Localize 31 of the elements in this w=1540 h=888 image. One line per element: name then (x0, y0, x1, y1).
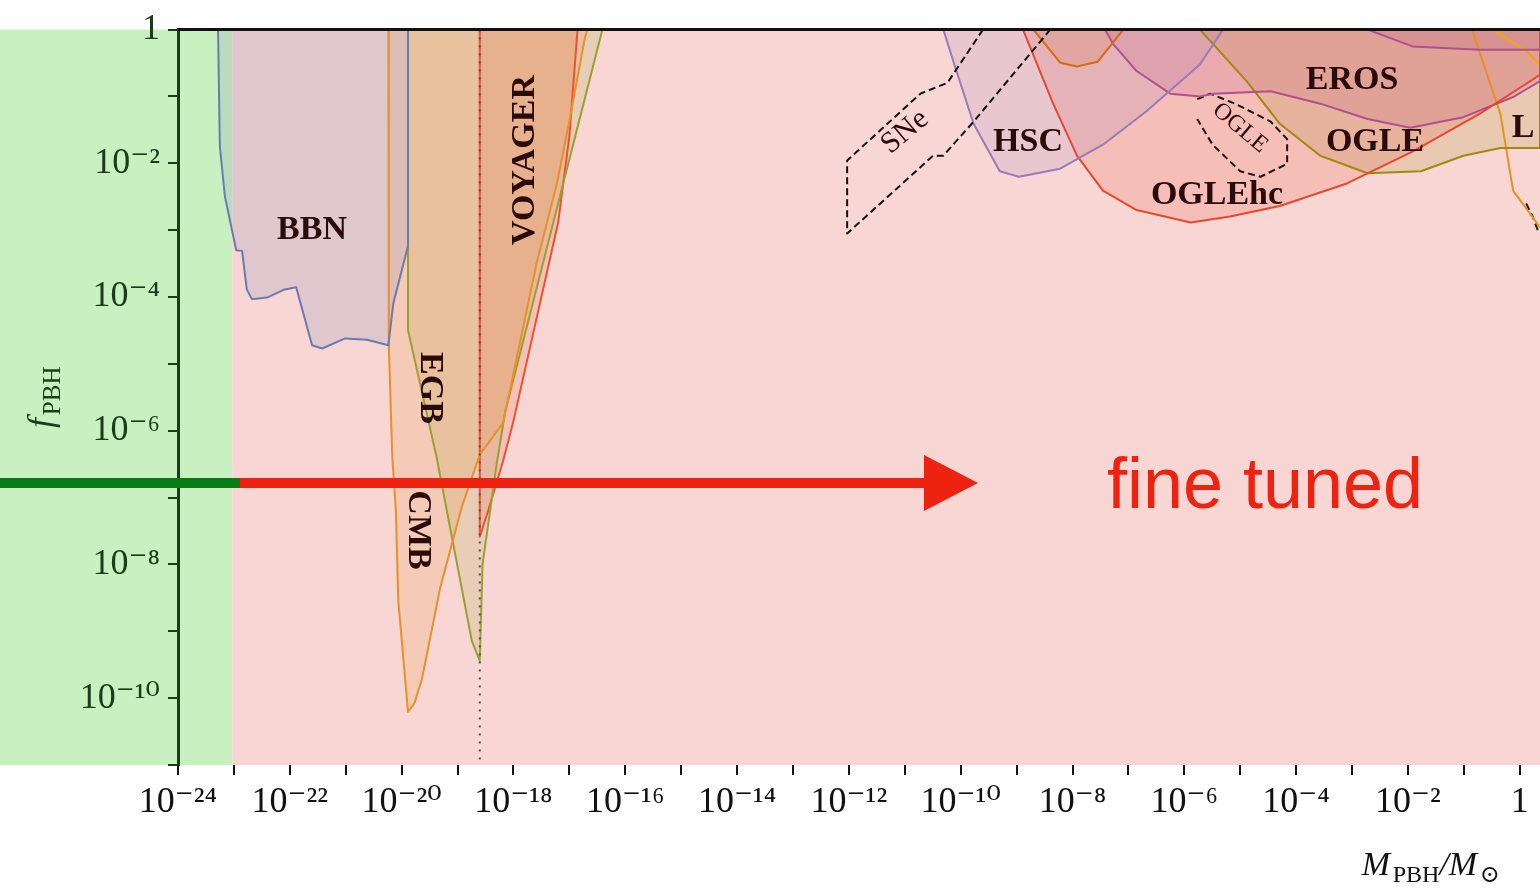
annotation: BBN (277, 208, 348, 246)
x-tick-label: 1 (1510, 780, 1529, 821)
y-tick-label: 1 (142, 7, 160, 48)
x-tick-label: 10⁻¹⁸ (474, 780, 553, 821)
x-tick-label: 10⁻² (1375, 780, 1441, 821)
annotation: EGB (414, 352, 452, 424)
annotation: OGLE (1325, 120, 1425, 158)
y-tick-label: 10⁻⁸ (92, 541, 160, 582)
x-tick-label: 10⁻¹⁰ (920, 780, 1001, 821)
x-tick-label: 10⁻¹² (810, 780, 888, 821)
annotation: fine tuned (1106, 442, 1424, 523)
annotation: VOYAGER (503, 74, 541, 245)
annotation: HSC (993, 120, 1063, 158)
x-tick-label: 10⁻¹⁶ (586, 780, 665, 821)
x-tick-label: 10⁻²⁰ (361, 780, 442, 821)
x-tick-label: 10⁻⁶ (1150, 780, 1219, 821)
y-tick-label: 10⁻¹⁰ (79, 675, 160, 716)
y-tick-label: 10⁻⁴ (92, 274, 160, 315)
annotation: EROS (1305, 58, 1399, 96)
x-tick-label: 10⁻⁴ (1262, 780, 1330, 821)
annotation: SNe (872, 100, 934, 160)
y-tick-label: 10⁻⁶ (92, 408, 160, 449)
annotation: CMB (402, 490, 440, 570)
y-tick-label: 10⁻² (94, 140, 160, 181)
y-axis-title: fPBH (20, 366, 65, 429)
x-tick-label: 10⁻²⁴ (138, 780, 218, 821)
annotation: OGLEhc (1150, 173, 1284, 211)
x-tick-label: 10⁻⁸ (1038, 780, 1107, 821)
x-tick-label: 10⁻¹⁴ (697, 780, 777, 821)
x-tick-label: 10⁻²² (251, 780, 329, 821)
annotation: L (1511, 106, 1535, 144)
